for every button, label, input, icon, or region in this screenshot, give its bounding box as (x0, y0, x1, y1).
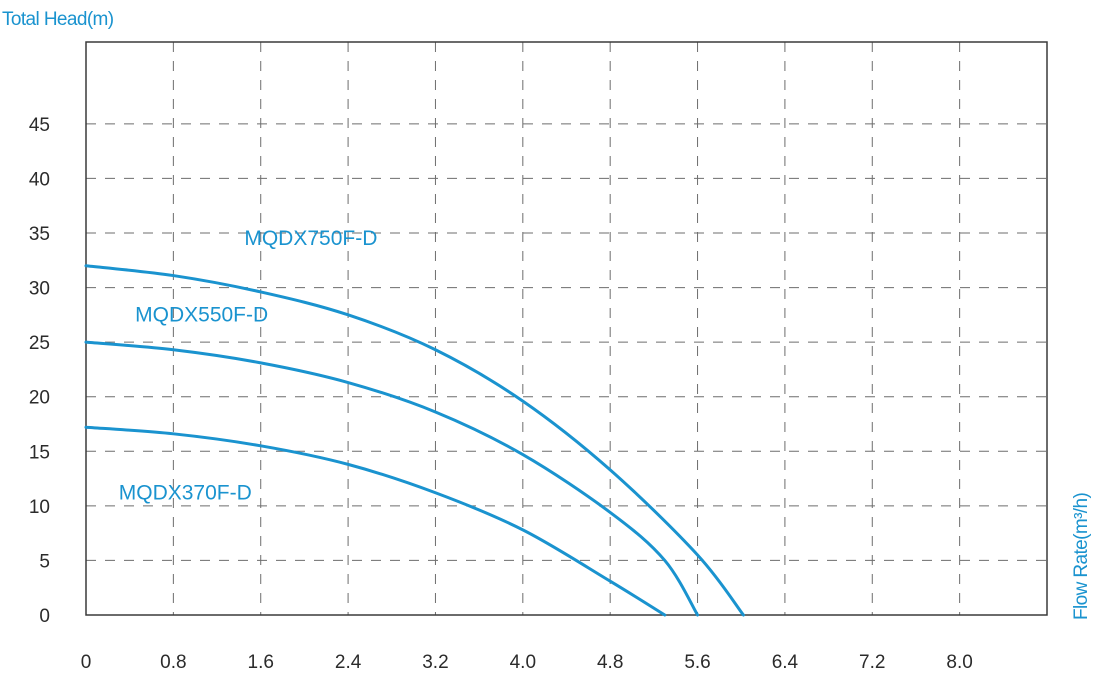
x-tick-label: 5.6 (684, 652, 710, 673)
x-axis-title: Flow Rate(m³/h) (1071, 493, 1092, 620)
series-label-mqdx550f-d: MQDX550F-D (135, 303, 268, 326)
x-tick-label: 1.6 (248, 652, 274, 673)
y-axis-ticks: 0 5 10 15 20 25 30 35 40 45 (29, 115, 50, 627)
series-label-mqdx370f-d: MQDX370F-D (119, 481, 252, 504)
y-tick-label: 5 (39, 551, 50, 572)
series-line-mqdx550f-d (84, 340, 700, 617)
y-axis-title: Total Head(m) (2, 9, 114, 30)
x-axis-ticks: 0 0.8 1.6 2.4 3.2 4.0 4.8 5.6 6.4 7.2 8.0 (81, 652, 973, 673)
grid (86, 42, 1048, 615)
x-tick-label: 4.8 (597, 652, 623, 673)
x-tick-label: 7.2 (859, 652, 885, 673)
y-tick-label: 10 (29, 497, 50, 518)
series-labels: MQDX750F-D MQDX550F-D MQDX370F-D (119, 227, 378, 504)
x-tick-label: 8.0 (946, 652, 972, 673)
x-tick-label: 0 (81, 652, 92, 673)
x-tick-label: 3.2 (422, 652, 448, 673)
y-tick-label: 15 (29, 442, 50, 463)
series-label-mqdx750f-d: MQDX750F-D (244, 227, 377, 250)
x-tick-label: 6.4 (772, 652, 799, 673)
x-tick-label: 0.8 (160, 652, 186, 673)
y-tick-label: 35 (29, 224, 50, 245)
curves (84, 264, 745, 617)
x-tick-label: 4.0 (510, 652, 536, 673)
y-tick-label: 25 (29, 333, 50, 354)
series-line-mqdx370f-d (84, 425, 667, 617)
plot-area-frame (85, 41, 1048, 616)
x-tick-label: 2.4 (335, 652, 362, 673)
y-tick-label: 40 (29, 169, 50, 190)
y-tick-label: 0 (39, 606, 50, 627)
y-tick-label: 30 (29, 279, 50, 300)
series-line-mqdx750f-d (84, 264, 745, 617)
y-tick-label: 20 (29, 388, 50, 409)
y-tick-label: 45 (29, 115, 50, 136)
